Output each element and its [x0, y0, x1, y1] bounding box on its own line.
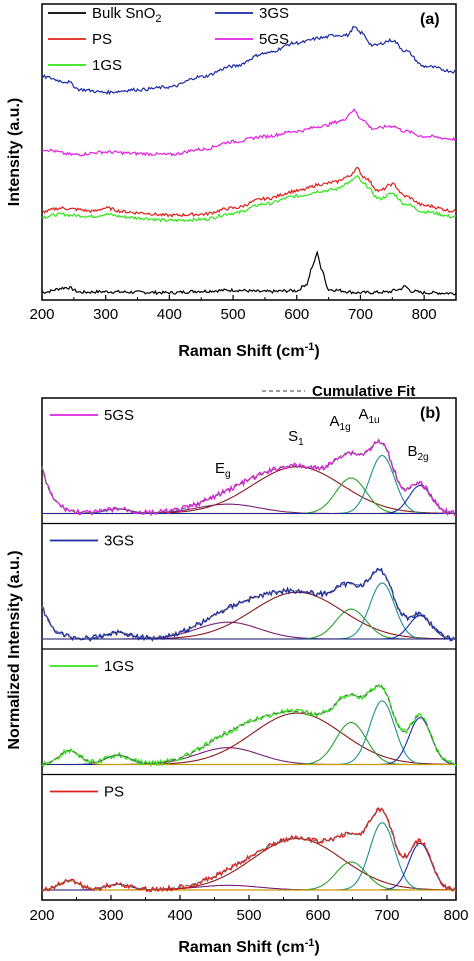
cumulative-fit-line [41, 809, 457, 891]
fit-component [42, 822, 456, 891]
fit-component [41, 880, 456, 891]
panel-a-frame [41, 3, 457, 301]
series-line-ps [41, 166, 457, 218]
panel-b-xlabel: Raman Shift (cm-1) [178, 937, 319, 956]
peak-label: Eg [215, 460, 231, 480]
series-line-1gs [41, 175, 457, 223]
fit-component [42, 842, 457, 891]
panel-a-curves [41, 26, 457, 296]
x-tick-label: 700 [374, 907, 399, 924]
fit-component [42, 700, 456, 766]
series-line-bulk-sno2 [41, 250, 457, 296]
legend-label: 1GS [92, 57, 122, 74]
cumulative-fit-label: Cumulative Fit [312, 383, 415, 400]
panel-a-ticks: 200 300 400 500 600 700 800 [29, 295, 437, 323]
x-tick-label: 300 [98, 907, 123, 924]
x-tick-label: 500 [236, 907, 261, 924]
x-tick-label: 400 [167, 907, 192, 924]
panel-a-ylabel: Intensity (a.u.) [6, 98, 23, 206]
subpanel-5gs: 5GS [41, 407, 457, 517]
legend-label: 3GS [259, 5, 289, 22]
cumulative-fit-line [41, 569, 457, 640]
fit-component [42, 477, 456, 515]
subpanel-3gs: 3GS [41, 522, 457, 642]
panel-b-ylabel: Normalized Intensity (a.u.) [6, 550, 23, 749]
panel-a-xlabel: Raman Shift (cm-1) [178, 341, 319, 360]
peak-label: S1 [288, 428, 304, 448]
x-tick-label: 200 [29, 306, 54, 323]
cumulative-fit-line [41, 441, 457, 514]
x-tick-label: 700 [348, 306, 373, 323]
subpanel-legend-label: PS [104, 784, 124, 801]
subpanel-1gs: 1GS [41, 648, 457, 768]
x-tick-label: 600 [284, 306, 309, 323]
spectrum-line [41, 807, 457, 893]
subpanel-legend-label: 5GS [104, 407, 134, 424]
fit-component [42, 582, 456, 640]
cumulative-fit-legend: Cumulative Fit [262, 383, 415, 400]
peak-labels: Eg S1 A1g A1u B2g [215, 406, 429, 480]
x-tick-label: 500 [221, 306, 246, 323]
legend-label: 5GS [259, 31, 289, 48]
panel-a-legend: Bulk SnO2 PS 1GS 3GS 5GS [48, 5, 289, 74]
legend-label: Bulk SnO2 [92, 5, 162, 25]
subpanel-legend-label: 3GS [104, 533, 134, 550]
x-tick-label: 300 [93, 306, 118, 323]
fit-component [42, 455, 456, 515]
panel-a-tag: (a) [420, 11, 440, 28]
fit-component [41, 749, 456, 766]
x-tick-label: 400 [157, 306, 182, 323]
series-line-5gs [41, 107, 457, 157]
legend-label: PS [92, 31, 112, 48]
x-tick-label: 800 [443, 907, 468, 924]
panel-a: 200 300 400 500 600 700 800 (a) Bulk SnO2 PS 1GS… [6, 3, 457, 360]
panel-b-subpanels: 5GS 3GS 1GS PS [41, 407, 457, 893]
fit-component [42, 621, 456, 640]
subpanel-legend-label: 1GS [104, 658, 134, 675]
panel-b-tag: (b) [420, 405, 440, 422]
subpanel-ps: PS [41, 773, 457, 893]
series-line-3gs [41, 26, 457, 96]
x-tick-label: 200 [29, 907, 54, 924]
panel-b: 5GS 3GS 1GS PS 200 300 400 500 600 700 800 (b) Cu… [6, 383, 469, 956]
cumulative-fit-line [41, 684, 457, 765]
x-tick-label: 600 [305, 907, 330, 924]
panel-b-ticks: 200 300 400 500 600 700 800 [29, 895, 469, 924]
spectrum-line [41, 567, 457, 642]
x-tick-label: 800 [412, 306, 437, 323]
peak-label: A1u [358, 406, 379, 426]
peak-label: B2g [407, 443, 428, 463]
peak-label: A1g [330, 413, 351, 433]
